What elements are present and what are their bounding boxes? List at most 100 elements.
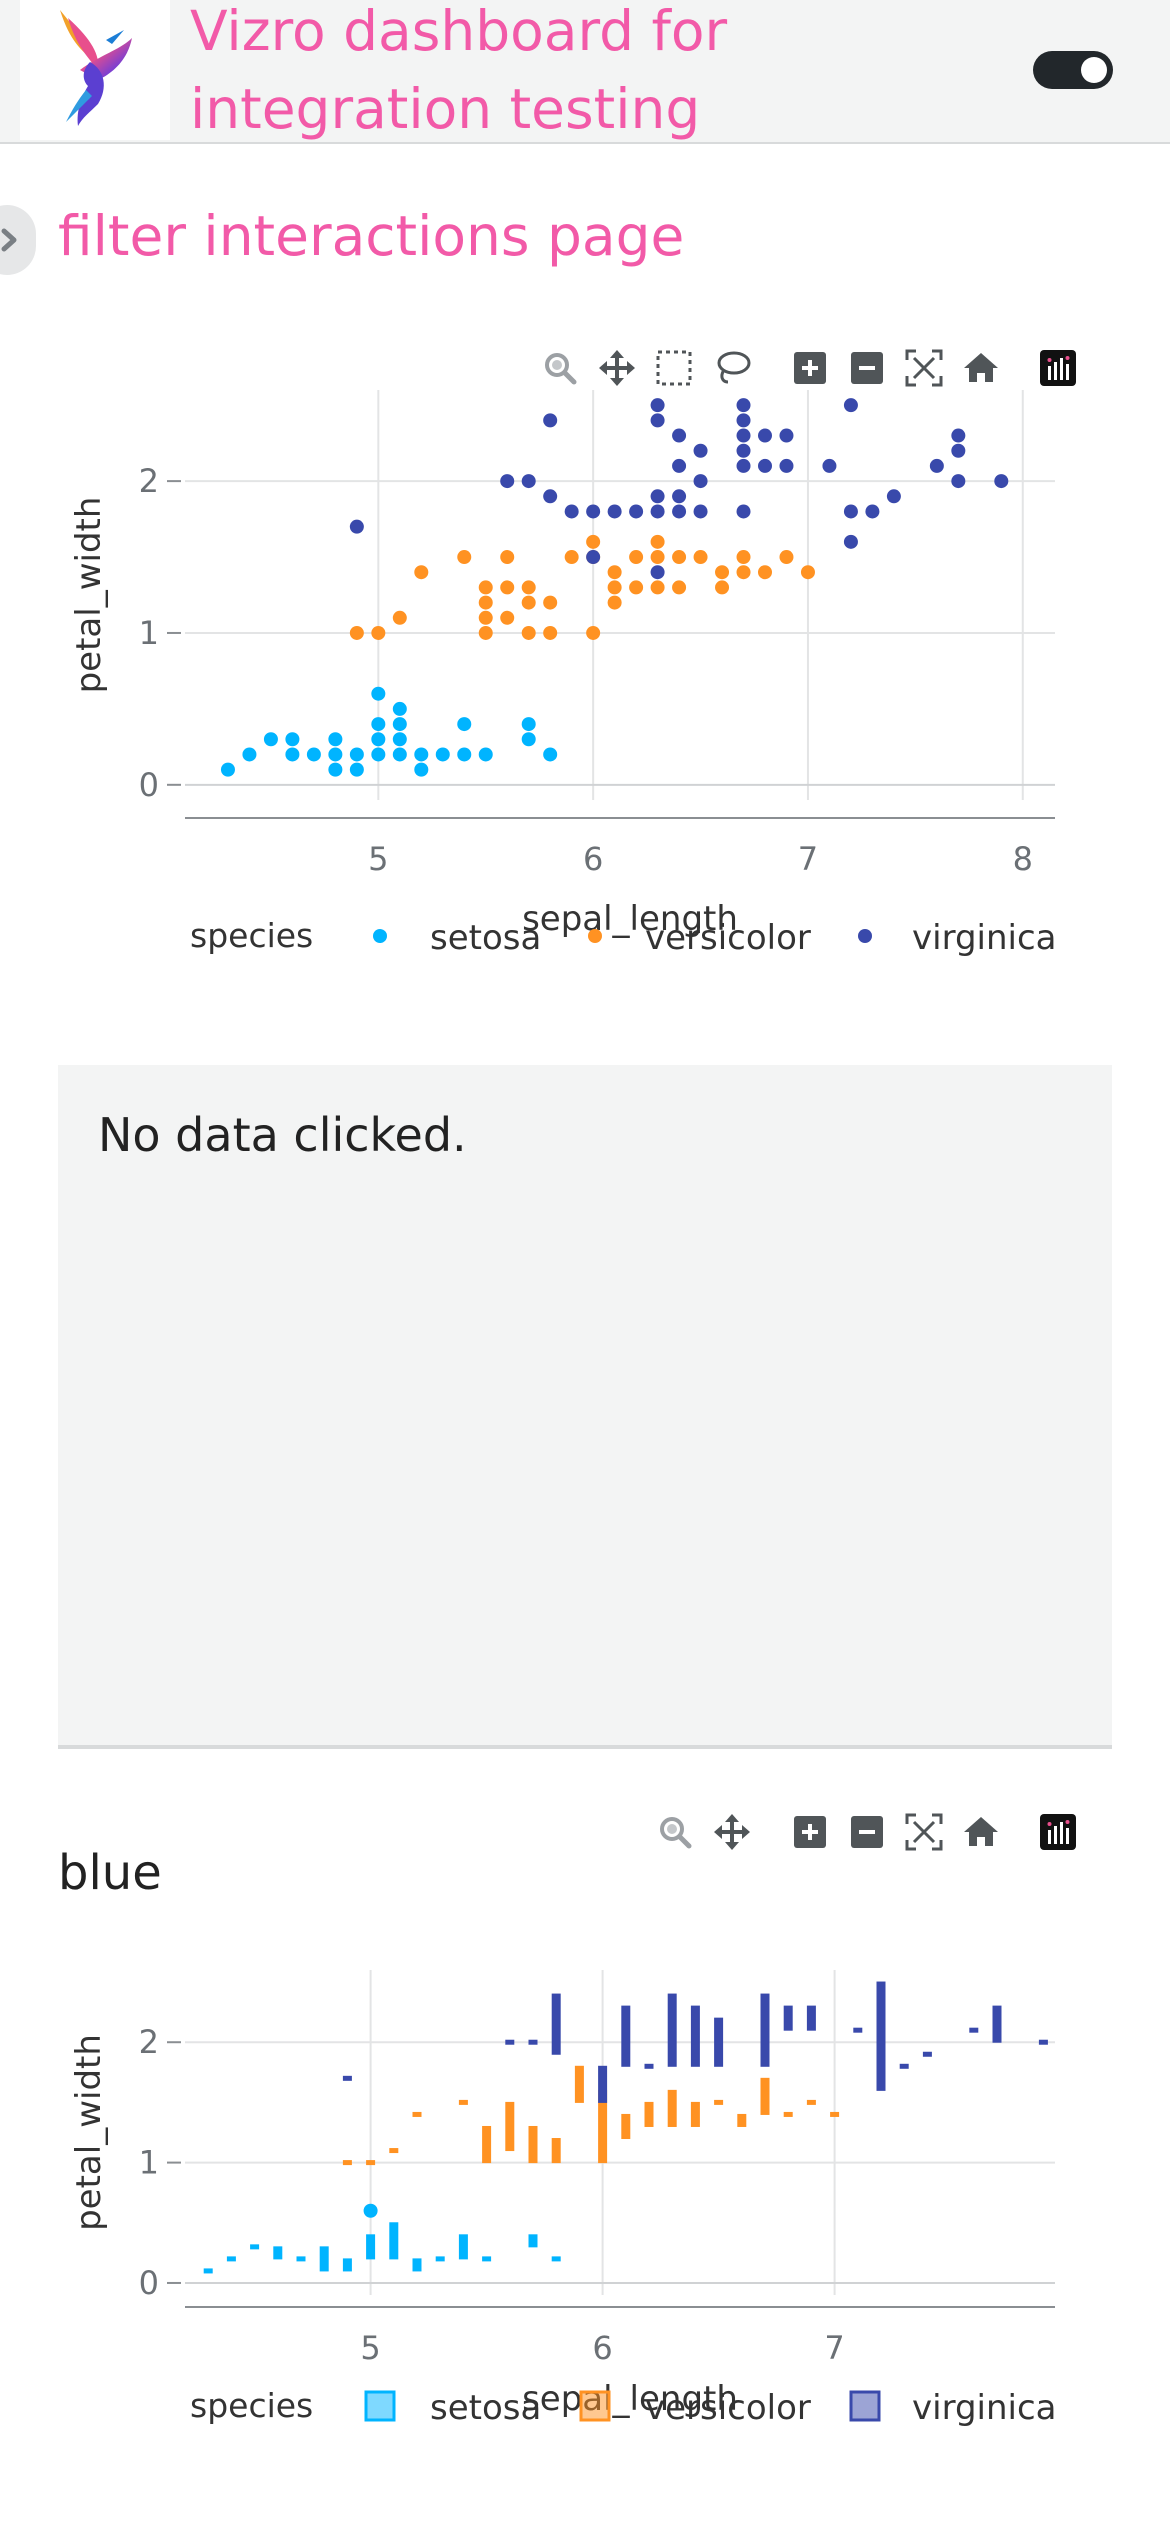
data-point [586, 625, 601, 640]
box-mark [783, 2005, 793, 2031]
zoom-out-icon[interactable] [847, 1812, 887, 1852]
box-mark [992, 2005, 1002, 2043]
data-point [457, 747, 472, 762]
data-point [672, 504, 687, 519]
y-tick-label: 0 [139, 2264, 159, 2302]
collapse-sidebar-button[interactable] [0, 205, 36, 275]
data-point [521, 474, 536, 489]
box-mark [899, 2063, 909, 2069]
y-tick-label: 2 [139, 2023, 159, 2061]
data-point [650, 413, 665, 428]
box-mark [667, 2089, 677, 2127]
data-point [349, 519, 364, 534]
data-point [414, 747, 429, 762]
box-mark [412, 2111, 422, 2117]
box-mark [922, 2051, 932, 2057]
data-point [672, 428, 687, 443]
legend-marker [373, 929, 387, 943]
data-point [349, 762, 364, 777]
legend-label: setosa [430, 2388, 541, 2428]
data-point [736, 550, 751, 565]
zoom-in-icon[interactable] [790, 1812, 830, 1852]
dark-mode-toggle[interactable] [1033, 51, 1113, 89]
hummingbird-logo-icon [60, 10, 132, 126]
data-point [693, 474, 708, 489]
data-point [435, 747, 450, 762]
app-header: Vizro dashboard for integration testing [0, 0, 1170, 144]
data-point [371, 625, 386, 640]
data-point [285, 732, 300, 747]
box-mark [389, 2148, 399, 2154]
data-point [414, 762, 429, 777]
data-point [693, 443, 708, 458]
data-point [779, 428, 794, 443]
data-point [478, 625, 493, 640]
data-point [220, 762, 235, 777]
legend-label: virginica [912, 918, 1057, 958]
data-point [392, 701, 407, 716]
data-point [500, 474, 515, 489]
zoom-icon[interactable] [540, 348, 580, 388]
box-mark [296, 2256, 306, 2262]
plotly-logo-icon[interactable] [1038, 348, 1078, 388]
data-point [478, 595, 493, 610]
box-mark [806, 2005, 816, 2031]
chart-modebar-2 [655, 1812, 1080, 1858]
data-point [478, 747, 493, 762]
logo[interactable] [20, 0, 170, 140]
box-mark [806, 2099, 816, 2105]
data-point [800, 565, 815, 580]
reset-axes-icon[interactable] [961, 1812, 1001, 1852]
zoom-in-icon[interactable] [790, 348, 830, 388]
pan-icon[interactable] [712, 1812, 752, 1852]
box-mark [667, 1993, 677, 2067]
reset-axes-icon[interactable] [961, 348, 1001, 388]
data-point [843, 398, 858, 413]
page-title: filter interactions page [58, 204, 685, 268]
box-mark [342, 2160, 352, 2166]
box-mark [644, 2101, 654, 2127]
data-point [328, 762, 343, 777]
data-point [543, 489, 558, 504]
data-point [650, 504, 665, 519]
data-point [672, 580, 687, 595]
data-point [392, 717, 407, 732]
zoom-out-icon[interactable] [847, 348, 887, 388]
pan-icon[interactable] [597, 348, 637, 388]
legend-marker [579, 2390, 611, 2422]
x-tick-label: 7 [798, 840, 818, 878]
chart-modebar [540, 348, 1080, 394]
box-mark [528, 2039, 538, 2045]
box-mark [830, 2111, 840, 2117]
data-point [736, 428, 751, 443]
box-mark [969, 2027, 979, 2033]
data-point [521, 717, 536, 732]
zoom-icon[interactable] [655, 1812, 695, 1852]
data-point [414, 565, 429, 580]
box-mark [598, 2065, 608, 2103]
data-point [607, 565, 622, 580]
autoscale-icon[interactable] [904, 348, 944, 388]
legend-label: virginica [912, 2388, 1057, 2428]
data-point [758, 565, 772, 580]
data-point [672, 489, 687, 504]
data-point [521, 732, 536, 747]
data-point [672, 458, 687, 473]
autoscale-icon[interactable] [904, 1812, 944, 1852]
box-mark [528, 2234, 538, 2248]
data-point [650, 534, 665, 549]
box-mark [876, 1981, 886, 2091]
box-select-icon[interactable] [654, 348, 694, 388]
y-tick-label: 1 [139, 2144, 159, 2182]
data-point [929, 458, 944, 473]
lasso-select-icon[interactable] [712, 348, 752, 388]
data-point [758, 458, 772, 473]
data-point [629, 504, 644, 519]
box-mark [760, 2077, 770, 2115]
data-point [543, 747, 558, 762]
legend-marker [849, 2390, 881, 2422]
data-point [285, 747, 300, 762]
plotly-logo-icon[interactable] [1038, 1812, 1078, 1852]
